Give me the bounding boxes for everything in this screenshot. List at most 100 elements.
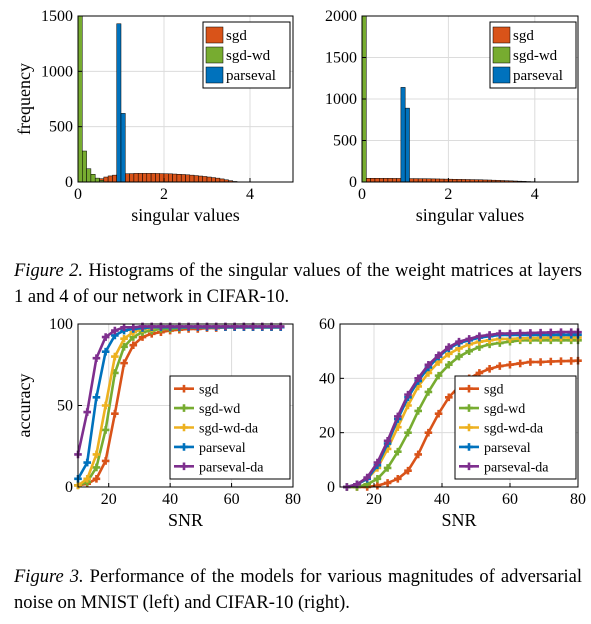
data-point-sgd xyxy=(516,359,524,368)
y-tick-label: 0 xyxy=(349,174,357,191)
data-point-parseval-da xyxy=(536,328,545,337)
histogram-bar-sgd-wd xyxy=(86,168,92,183)
x-axis-label: singular values xyxy=(131,205,239,225)
legend-swatch-parseval xyxy=(492,66,511,84)
y-tick-label: 1500 xyxy=(325,50,357,67)
y-tick-label: 100 xyxy=(49,316,73,333)
histogram-bar-parseval xyxy=(116,23,122,183)
data-point-sgd-wd xyxy=(383,464,392,472)
histogram-bar-sgd xyxy=(107,175,113,183)
legend-label-parseval: parseval xyxy=(199,441,246,456)
histogram-bar-sgd xyxy=(176,174,182,183)
histogram-bar-sgd xyxy=(155,173,160,183)
data-point-parseval-da xyxy=(445,343,453,351)
data-point-sgd xyxy=(496,362,504,370)
data-point-sgd-wd xyxy=(394,447,402,456)
data-point-sgd xyxy=(394,475,402,483)
histogram-bar-parseval xyxy=(404,107,410,183)
histogram-bar-sgd xyxy=(383,178,389,183)
data-point-parseval-da xyxy=(424,360,433,369)
data-point-parseval-da xyxy=(394,412,402,421)
legend-label-sgd-wd-da: sgd-wd-da xyxy=(484,422,544,437)
data-point-sgd xyxy=(129,341,138,349)
y-tick-label: 2000 xyxy=(325,8,357,25)
histogram-bar-sgd xyxy=(142,173,148,183)
data-point-sgd-wd xyxy=(465,347,473,355)
data-point-parseval-da xyxy=(434,351,443,360)
data-point-sgd-wd-da xyxy=(83,475,92,483)
data-point-sgd-wd xyxy=(455,352,463,361)
histogram-bar-sgd xyxy=(413,178,419,183)
data-point-sgd xyxy=(424,428,433,437)
data-point-parseval-da xyxy=(363,473,371,482)
y-tick-label: 60 xyxy=(319,316,335,333)
data-point-sgd-wd xyxy=(92,463,101,472)
y-tick-label: 1000 xyxy=(325,91,357,108)
histogram-bar-sgd xyxy=(391,178,397,183)
histogram-bar-sgd xyxy=(129,173,135,183)
y-tick-label: 0 xyxy=(65,174,73,191)
histogram-bar-sgd xyxy=(137,173,143,183)
legend: sgd sgd-wd sgd-wd-da parseval parseval-da xyxy=(454,375,577,480)
data-point-sgd-wd-da xyxy=(92,450,101,459)
data-point-sgd xyxy=(547,357,555,366)
legend-marker-parseval-da xyxy=(180,462,188,471)
data-point-sgd-wd-da xyxy=(111,352,119,361)
y-tick-label: 0 xyxy=(65,479,73,496)
data-point-sgd-wd xyxy=(434,371,443,380)
histogram-bar-sgd xyxy=(125,173,130,183)
y-tick-label: 40 xyxy=(319,370,335,387)
x-tick-label: 20 xyxy=(366,491,382,508)
histogram-bar-sgd xyxy=(379,178,384,183)
legend-label-sgd-wd: sgd-wd xyxy=(513,48,558,64)
legend-label-sgd: sgd xyxy=(484,383,503,398)
x-axis-label: SNR xyxy=(441,510,476,530)
data-point-parseval-da xyxy=(383,437,392,445)
figure2-text: Histograms of the singular values of the… xyxy=(14,261,583,307)
data-point-parseval-da xyxy=(567,328,575,336)
x-tick-label: 40 xyxy=(434,491,450,508)
histogram-bar-sgd xyxy=(103,176,109,183)
x-tick-label: 80 xyxy=(285,491,301,508)
y-tick-label: 500 xyxy=(49,119,73,136)
data-point-parseval xyxy=(83,458,92,467)
x-axis-label: singular values xyxy=(416,205,524,225)
x-tick-label: 40 xyxy=(162,491,178,508)
data-point-parseval-da xyxy=(557,328,565,336)
legend-marker-sgd-wd xyxy=(180,404,188,412)
x-tick-label: 2 xyxy=(160,186,168,203)
x-axis-label: SNR xyxy=(168,510,203,530)
data-point-sgd-wd xyxy=(445,360,453,369)
histogram-bar-sgd xyxy=(387,178,393,183)
data-point-sgd-wd xyxy=(101,426,110,434)
data-point-parseval xyxy=(101,347,110,356)
figure3-text: Performance of the models for various ma… xyxy=(14,567,582,613)
data-point-sgd xyxy=(414,450,422,459)
data-point-sgd xyxy=(445,393,453,402)
histogram-bar-sgd-wd xyxy=(90,174,96,183)
legend-marker-parseval xyxy=(465,443,473,451)
legend-label-parseval: parseval xyxy=(226,68,276,84)
data-point-sgd-wd xyxy=(120,343,128,351)
data-point-parseval-da xyxy=(83,408,92,416)
histogram-bar-sgd xyxy=(163,173,169,183)
legend-marker-parseval xyxy=(180,443,188,451)
data-point-sgd-wd-da xyxy=(120,334,128,343)
data-point-sgd xyxy=(475,369,484,377)
histogram-bar-sgd xyxy=(211,177,216,183)
data-point-parseval-da xyxy=(506,329,514,338)
data-point-sgd xyxy=(101,457,110,465)
data-point-parseval-da xyxy=(111,326,119,335)
data-point-sgd-wd xyxy=(414,407,422,415)
legend: sgd sgd-wd sgd-wd-da parseval parseval-da xyxy=(169,375,291,480)
data-point-parseval xyxy=(92,393,101,402)
data-point-parseval-da xyxy=(373,458,382,467)
histogram-bar-sgd xyxy=(374,178,380,183)
data-point-parseval-da xyxy=(404,390,412,399)
x-tick-label: 0 xyxy=(74,186,82,203)
data-point-sgd-wd xyxy=(404,428,412,437)
histogram-bar-sgd xyxy=(172,173,178,183)
data-point-sgd xyxy=(526,358,535,366)
